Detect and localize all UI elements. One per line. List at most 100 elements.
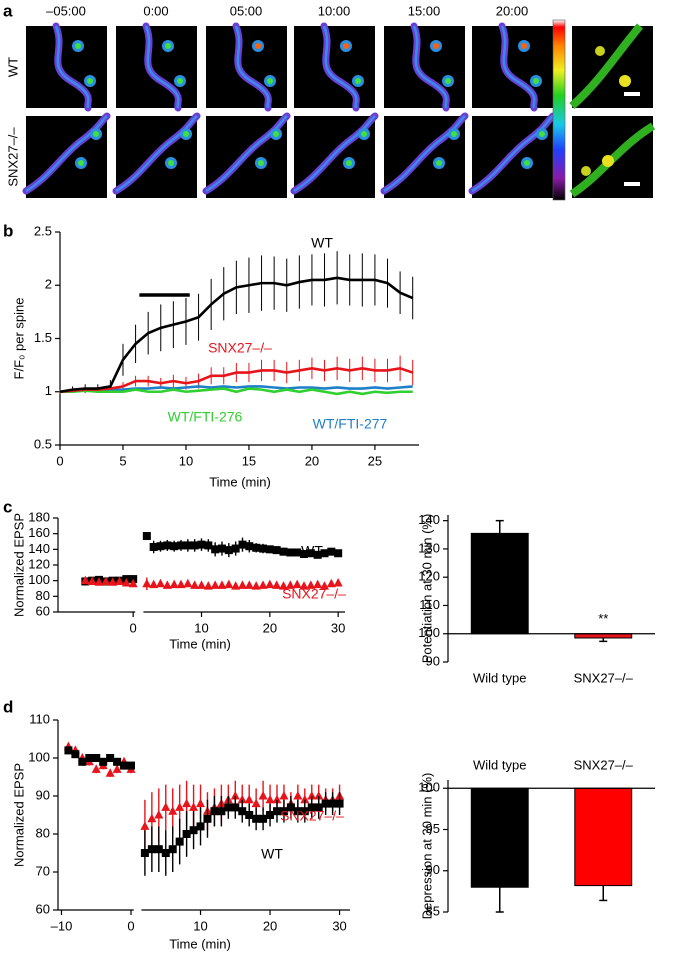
- data-point: [108, 577, 118, 586]
- x-tick-label: 10: [194, 620, 208, 635]
- x-tick-label: 30: [331, 620, 345, 635]
- bar: [574, 633, 633, 639]
- data-point: [307, 803, 316, 812]
- x-tick-label: 20: [305, 453, 319, 468]
- data-point: [307, 791, 317, 800]
- y-tick-label: 60: [36, 603, 50, 618]
- spine-core: [75, 43, 81, 49]
- data-point: [92, 754, 101, 762]
- data-point: [327, 547, 336, 556]
- data-point: [292, 579, 302, 589]
- category-label: SNX27–/–: [574, 757, 634, 772]
- data-point: [142, 532, 151, 541]
- data-point: [127, 761, 135, 770]
- dendrite-core: [234, 25, 270, 109]
- series-line: [59, 366, 414, 394]
- spine-core: [539, 131, 545, 137]
- data-point: [306, 580, 316, 589]
- data-point: [231, 544, 240, 553]
- data-point: [156, 542, 165, 551]
- time-label: 05:00: [230, 3, 263, 18]
- spine-core: [533, 78, 539, 84]
- y-tick-label: 70: [36, 863, 50, 878]
- data-point: [299, 581, 309, 590]
- data-point: [190, 580, 200, 589]
- y-tick-label: 120: [28, 556, 50, 571]
- data-point: [189, 826, 198, 835]
- data-point: [279, 581, 288, 590]
- data-point: [237, 794, 247, 804]
- spine-core: [445, 78, 451, 84]
- data-point: [120, 761, 129, 770]
- series-label: SNX27–/–: [282, 586, 346, 602]
- data-point: [314, 791, 324, 800]
- panel-label: b: [3, 221, 13, 240]
- data-point: [285, 580, 295, 589]
- data-point: [320, 581, 329, 590]
- data-point: [175, 802, 185, 811]
- x-tick-label: 15: [242, 453, 256, 468]
- data-point: [279, 807, 288, 816]
- y-tick-label: 100: [418, 780, 440, 795]
- series-label: SNX27–/–: [280, 808, 344, 824]
- data-point: [293, 791, 303, 800]
- data-point: [258, 580, 268, 589]
- data-point: [217, 580, 227, 589]
- data-point: [231, 581, 241, 590]
- data-point: [210, 580, 220, 589]
- y-tick-label: 1.5: [34, 330, 52, 345]
- data-point: [168, 806, 178, 815]
- data-point: [71, 750, 80, 759]
- spine-core: [451, 131, 457, 137]
- micrograph: [472, 26, 553, 108]
- series-label: SNX27–/–: [208, 340, 272, 356]
- data-point: [224, 579, 234, 589]
- data-point: [203, 581, 213, 590]
- data-point: [156, 578, 165, 588]
- spine-core: [273, 131, 279, 137]
- y-tick-label: 110: [29, 711, 50, 726]
- y-tick-label: 180: [28, 509, 50, 524]
- spine-core: [436, 160, 442, 166]
- micrograph: [26, 26, 107, 108]
- data-point: [106, 754, 115, 762]
- x-axis-label: Time (min): [169, 936, 231, 951]
- data-point: [245, 542, 254, 551]
- dendrite-core: [205, 115, 288, 193]
- data-point: [176, 579, 186, 589]
- data-point: [259, 814, 268, 823]
- x-tick-label: 20: [263, 918, 277, 933]
- data-point: [314, 803, 323, 812]
- data-point: [313, 550, 322, 559]
- data-point: [238, 580, 247, 589]
- bar: [470, 532, 529, 635]
- data-point: [210, 807, 219, 816]
- panel-label: d: [3, 697, 13, 716]
- data-point: [128, 578, 138, 588]
- data-point: [238, 540, 247, 549]
- spine-core: [183, 131, 189, 137]
- dendrite-core: [293, 115, 376, 193]
- data-point: [78, 757, 87, 766]
- data-point: [190, 541, 199, 550]
- data-point: [177, 541, 185, 550]
- y-tick-label: 80: [36, 588, 50, 603]
- bar: [574, 787, 633, 887]
- data-point: [154, 845, 163, 854]
- time-label: 15:00: [408, 3, 441, 18]
- spine-core: [355, 78, 361, 84]
- data-point: [259, 544, 267, 553]
- time-label: 10:00: [318, 3, 351, 18]
- data-point: [197, 540, 206, 549]
- data-point: [182, 798, 192, 808]
- x-tick-label: 20: [263, 620, 277, 635]
- data-point: [204, 541, 213, 550]
- data-point: [149, 542, 158, 551]
- y-tick-label: 0.5: [34, 436, 52, 451]
- data-point: [112, 764, 122, 773]
- data-point: [231, 803, 240, 812]
- series-line: [60, 387, 413, 396]
- data-point: [140, 849, 149, 857]
- data-point: [217, 807, 226, 816]
- y-tick-label: 80: [36, 825, 50, 840]
